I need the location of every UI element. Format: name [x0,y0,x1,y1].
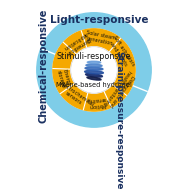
Text: Biomedical
application: Biomedical application [62,31,91,55]
Text: Soft actuators
and robots: Soft actuators and robots [107,35,135,70]
Text: Solar steam
generation: Solar steam generation [84,30,116,46]
Circle shape [71,47,117,93]
Text: Energy
storage: Energy storage [55,68,71,89]
Ellipse shape [85,70,103,74]
Ellipse shape [87,61,101,64]
Circle shape [53,29,135,111]
Text: Stimuli-responsive: Stimuli-responsive [57,52,131,61]
Ellipse shape [85,67,103,70]
Text: Light-responsive: Light-responsive [50,15,149,25]
Ellipse shape [86,64,102,67]
Text: Strain/pressure-responsive: Strain/pressure-responsive [114,51,123,189]
Ellipse shape [86,74,102,77]
Circle shape [53,29,135,111]
Circle shape [37,13,151,127]
Ellipse shape [87,77,101,80]
Text: Diagnostics and
health monitoring: Diagnostics and health monitoring [102,69,137,110]
Text: Motion
sensing: Motion sensing [87,96,107,108]
Text: Mxene-based hydrogel: Mxene-based hydrogel [56,82,132,88]
Circle shape [71,47,117,93]
Text: Electrochemical
sensors: Electrochemical sensors [56,80,95,112]
Text: Chemical-responsive: Chemical-responsive [39,8,49,123]
